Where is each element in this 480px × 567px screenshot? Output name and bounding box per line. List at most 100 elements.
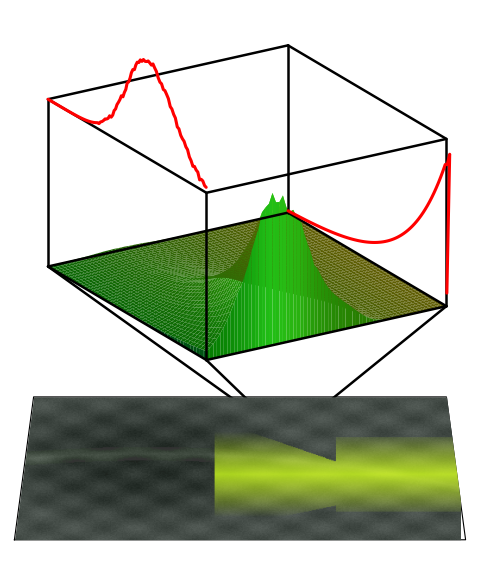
Polygon shape xyxy=(361,269,368,272)
Polygon shape xyxy=(332,295,338,298)
Polygon shape xyxy=(332,286,339,289)
Polygon shape xyxy=(136,306,143,309)
Polygon shape xyxy=(210,344,213,359)
Polygon shape xyxy=(348,256,355,259)
Polygon shape xyxy=(236,223,242,226)
Polygon shape xyxy=(370,318,377,319)
Polygon shape xyxy=(147,257,154,260)
Polygon shape xyxy=(244,276,251,277)
Polygon shape xyxy=(375,266,382,269)
Polygon shape xyxy=(215,260,222,263)
Polygon shape xyxy=(217,240,224,243)
Polygon shape xyxy=(397,285,404,287)
Polygon shape xyxy=(196,304,203,308)
Polygon shape xyxy=(145,314,152,318)
Polygon shape xyxy=(119,307,122,310)
Polygon shape xyxy=(284,218,291,221)
Polygon shape xyxy=(298,285,305,286)
Polygon shape xyxy=(367,284,373,286)
Polygon shape xyxy=(262,234,269,236)
Polygon shape xyxy=(394,280,401,283)
Polygon shape xyxy=(245,274,252,276)
Polygon shape xyxy=(341,299,348,302)
Polygon shape xyxy=(136,309,143,312)
Polygon shape xyxy=(322,255,328,257)
Polygon shape xyxy=(251,241,258,244)
Polygon shape xyxy=(267,217,274,219)
Polygon shape xyxy=(164,332,168,337)
Polygon shape xyxy=(345,294,352,297)
Polygon shape xyxy=(173,267,180,269)
Polygon shape xyxy=(294,221,300,224)
Polygon shape xyxy=(109,268,116,270)
Polygon shape xyxy=(355,260,362,263)
Polygon shape xyxy=(229,225,232,226)
Polygon shape xyxy=(270,287,277,289)
Polygon shape xyxy=(188,278,195,280)
Polygon shape xyxy=(141,252,148,255)
Polygon shape xyxy=(236,223,240,225)
Polygon shape xyxy=(184,289,191,293)
Polygon shape xyxy=(329,299,336,301)
Polygon shape xyxy=(280,289,287,290)
Polygon shape xyxy=(110,254,117,256)
Polygon shape xyxy=(132,311,139,314)
Polygon shape xyxy=(172,274,179,275)
Polygon shape xyxy=(337,274,344,277)
Polygon shape xyxy=(183,240,190,243)
Polygon shape xyxy=(237,259,244,265)
Polygon shape xyxy=(106,266,112,269)
Polygon shape xyxy=(171,327,178,330)
Polygon shape xyxy=(203,287,210,292)
Polygon shape xyxy=(292,281,299,283)
Polygon shape xyxy=(323,299,329,301)
Polygon shape xyxy=(294,290,301,291)
Polygon shape xyxy=(285,277,292,280)
Polygon shape xyxy=(324,282,328,333)
Polygon shape xyxy=(301,253,308,256)
Polygon shape xyxy=(397,282,404,285)
Polygon shape xyxy=(268,272,275,278)
Polygon shape xyxy=(271,257,278,261)
Polygon shape xyxy=(223,269,230,274)
Polygon shape xyxy=(348,270,354,272)
Polygon shape xyxy=(61,265,68,268)
Polygon shape xyxy=(234,240,241,242)
Polygon shape xyxy=(308,283,315,289)
Polygon shape xyxy=(254,248,261,251)
Polygon shape xyxy=(286,275,292,277)
Polygon shape xyxy=(180,271,186,272)
Polygon shape xyxy=(224,275,230,277)
Polygon shape xyxy=(176,273,182,275)
Polygon shape xyxy=(285,244,292,247)
Polygon shape xyxy=(100,295,107,298)
Polygon shape xyxy=(216,248,223,251)
Polygon shape xyxy=(282,239,289,242)
Polygon shape xyxy=(85,264,92,266)
Polygon shape xyxy=(257,257,264,262)
Polygon shape xyxy=(180,338,187,342)
Polygon shape xyxy=(158,284,165,286)
Polygon shape xyxy=(308,290,315,291)
Polygon shape xyxy=(161,329,168,332)
Polygon shape xyxy=(68,274,74,277)
Polygon shape xyxy=(383,296,389,299)
Polygon shape xyxy=(252,233,259,236)
Polygon shape xyxy=(149,267,156,270)
Polygon shape xyxy=(175,253,182,255)
Polygon shape xyxy=(300,262,307,264)
Polygon shape xyxy=(145,270,152,273)
Polygon shape xyxy=(259,212,266,229)
Polygon shape xyxy=(310,268,317,270)
Polygon shape xyxy=(285,282,291,284)
Polygon shape xyxy=(235,274,241,286)
Polygon shape xyxy=(220,273,227,275)
Polygon shape xyxy=(257,246,264,257)
Polygon shape xyxy=(169,271,176,273)
Polygon shape xyxy=(204,241,210,243)
Polygon shape xyxy=(128,286,134,289)
Polygon shape xyxy=(386,295,393,298)
Polygon shape xyxy=(193,238,200,240)
Polygon shape xyxy=(110,289,117,293)
Polygon shape xyxy=(419,309,426,312)
